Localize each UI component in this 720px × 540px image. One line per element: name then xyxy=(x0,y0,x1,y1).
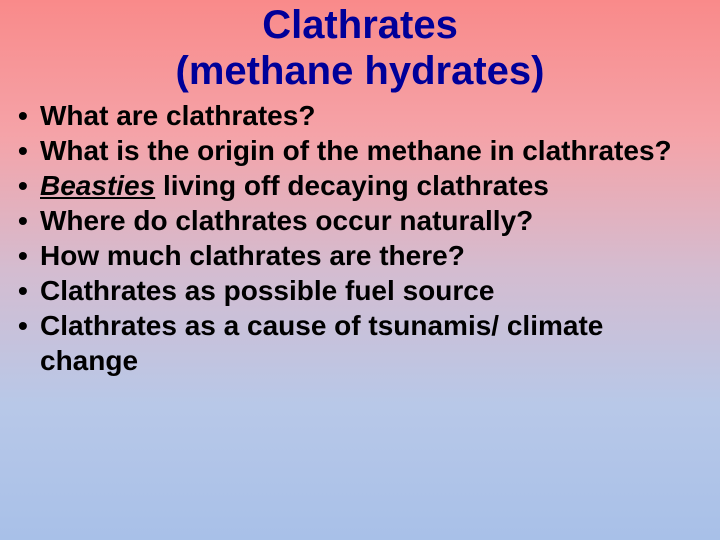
title-line-2: (methane hydrates) xyxy=(0,48,720,94)
bullet-text: Clathrates as a cause of tsunamis/ clima… xyxy=(40,310,603,376)
list-item: What is the origin of the methane in cla… xyxy=(18,133,702,168)
list-item: How much clathrates are there? xyxy=(18,238,702,273)
list-item: Clathrates as possible fuel source xyxy=(18,273,702,308)
list-item: Beasties living off decaying clathrates xyxy=(18,168,702,203)
list-item: Where do clathrates occur naturally? xyxy=(18,203,702,238)
bullet-text: living off decaying clathrates xyxy=(155,170,549,201)
bullet-text: Clathrates as possible fuel source xyxy=(40,275,494,306)
bullet-text: What is the origin of the methane in cla… xyxy=(40,135,672,166)
list-item: Clathrates as a cause of tsunamis/ clima… xyxy=(18,308,702,378)
bullet-list: What are clathrates? What is the origin … xyxy=(0,94,720,378)
bullet-text: Where do clathrates occur naturally? xyxy=(40,205,533,236)
bullet-text: What are clathrates? xyxy=(40,100,315,131)
bullet-text: How much clathrates are there? xyxy=(40,240,465,271)
list-item: What are clathrates? xyxy=(18,98,702,133)
title-line-1: Clathrates xyxy=(0,2,720,48)
slide-title: Clathrates (methane hydrates) xyxy=(0,0,720,94)
emphasized-word: Beasties xyxy=(40,170,155,201)
